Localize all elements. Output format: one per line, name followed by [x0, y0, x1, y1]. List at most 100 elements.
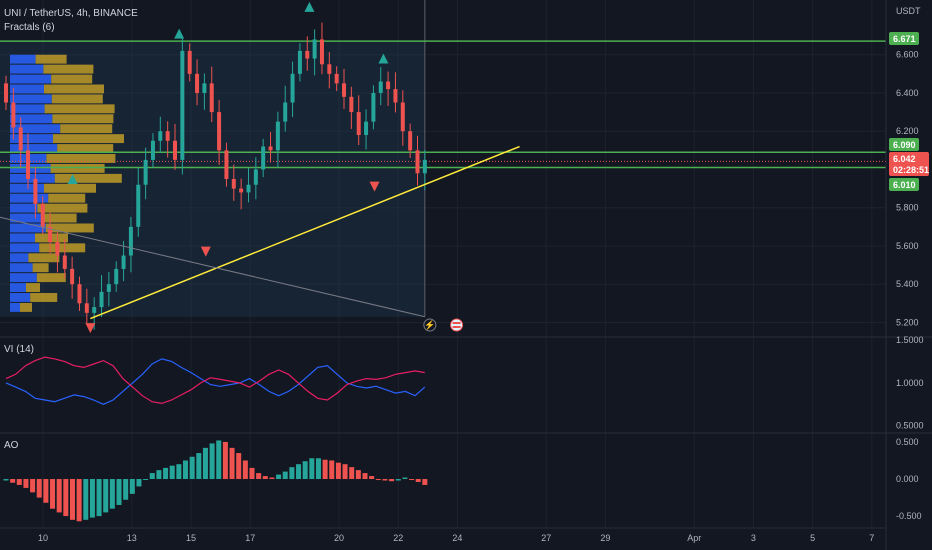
volume-profile-bar [54, 173, 122, 183]
price-tag-low-text: 6.010 [893, 180, 916, 190]
candle-body [136, 184, 141, 227]
time-tick-label: 3 [751, 533, 756, 543]
ao-bar [409, 479, 415, 481]
volume-profile-bar [46, 154, 116, 163]
volume-profile-bar [10, 104, 45, 114]
ao-bar [262, 476, 268, 480]
candle-body [312, 39, 317, 59]
candle-body [334, 73, 339, 84]
ao-pane[interactable]: AO 0.500 0.000 -0.500 [0, 432, 932, 522]
volume-profile-bar [10, 213, 42, 223]
price-tag-mid: 6.090 [889, 138, 919, 151]
candle-body [319, 39, 324, 65]
time-tick-label: 13 [127, 533, 137, 543]
volume-profile-bar [53, 134, 124, 144]
ao-bar [43, 479, 49, 503]
ao-bar [96, 479, 102, 517]
candle-body [364, 121, 369, 136]
volume-profile [10, 54, 124, 312]
price-axis[interactable]: 6.600 6.400 6.200 5.800 5.600 5.400 5.200 [885, 0, 919, 550]
candle-body [11, 102, 16, 128]
drawn-trend-lines[interactable] [0, 145, 520, 320]
candle-body [33, 179, 38, 204]
volume-profile-bar [10, 223, 46, 233]
ao-bar [209, 443, 215, 480]
countdown-text: 02:28:51 [893, 165, 929, 175]
volume-profile-bar [10, 94, 52, 104]
ao-bar [69, 479, 75, 520]
ao-bar [229, 447, 235, 480]
ao-bar [362, 473, 368, 480]
candle-body [327, 64, 332, 74]
ao-bar [50, 479, 56, 509]
time-tick-label: 29 [600, 533, 610, 543]
event-icons[interactable]: ⚡ [423, 318, 464, 332]
ao-bar [256, 473, 262, 480]
time-tick-label: 24 [452, 533, 462, 543]
ao-bar [149, 473, 155, 480]
ao-bar [269, 477, 275, 480]
ao-bar [222, 441, 228, 480]
ao-bar [143, 479, 149, 481]
ao-bar [202, 447, 208, 480]
price-pane[interactable]: ⚡ [0, 0, 886, 334]
volume-profile-bar [50, 163, 105, 173]
ao-bar [109, 479, 115, 509]
ao-bar [56, 479, 62, 513]
ao-bar [10, 479, 16, 483]
ao-bar [163, 467, 169, 480]
vi-title: VI (14) [4, 344, 34, 355]
ao-bar [355, 470, 361, 480]
ao-bar [315, 458, 321, 480]
vi-series-line [5, 358, 426, 405]
volume-profile-bar [10, 134, 53, 144]
current-price-tag: 6.042 02:28:51 [889, 152, 929, 176]
ao-bar [129, 479, 135, 494]
candlestick-series [4, 22, 427, 330]
candle-body [187, 50, 192, 74]
candle-body [48, 226, 53, 243]
grid-lines [0, 0, 886, 528]
ao-bar [103, 479, 109, 513]
candle-body [342, 83, 347, 97]
horizontal-levels[interactable] [0, 40, 886, 169]
ao-bar [422, 479, 428, 485]
candle-body [4, 83, 8, 103]
ao-bar [375, 479, 381, 481]
time-axis[interactable]: 10 13 15 17 20 22 24 27 29 Apr 3 5 7 [38, 533, 874, 543]
volume-profile-bar [36, 273, 66, 283]
candle-body [92, 307, 97, 313]
ao-bar [309, 458, 315, 480]
ao-bar [402, 477, 408, 480]
volume-profile-bar [30, 293, 58, 302]
volume-profile-bar [43, 64, 94, 74]
candle-body [371, 92, 376, 122]
volume-profile-bar [45, 223, 94, 233]
us-flag-event-icon [450, 318, 464, 332]
grey-trend-line [0, 216, 425, 318]
candle-body [121, 255, 126, 269]
fractal-up-marker [174, 28, 185, 39]
candle-body [99, 291, 104, 308]
candle-body [297, 50, 302, 74]
fractals-legend: Fractals (6) [4, 22, 55, 33]
volume-profile-bar [48, 193, 86, 203]
volume-profile-bar [10, 74, 52, 84]
us-flag-stripe [452, 326, 461, 328]
price-tick-label: 5.800 [896, 203, 919, 213]
ao-bar [342, 464, 348, 480]
fractal-down-marker [200, 246, 211, 257]
us-flag-stripe [452, 322, 461, 324]
volume-profile-bar [60, 124, 113, 134]
vi-lines [5, 356, 426, 405]
fractal-up-marker [304, 1, 315, 12]
vi-axis: 1.5000 1.0000 0.5000 [896, 335, 924, 431]
fractal-up-marker [378, 53, 389, 64]
vi-pane[interactable]: VI (14) 1.5000 1.0000 0.5000 [0, 335, 932, 431]
yellow-trend-line [90, 145, 520, 320]
volume-profile-bar [41, 213, 77, 223]
candle-body [305, 50, 310, 59]
volume-profile-bar [51, 94, 103, 104]
ao-bar [289, 467, 295, 480]
